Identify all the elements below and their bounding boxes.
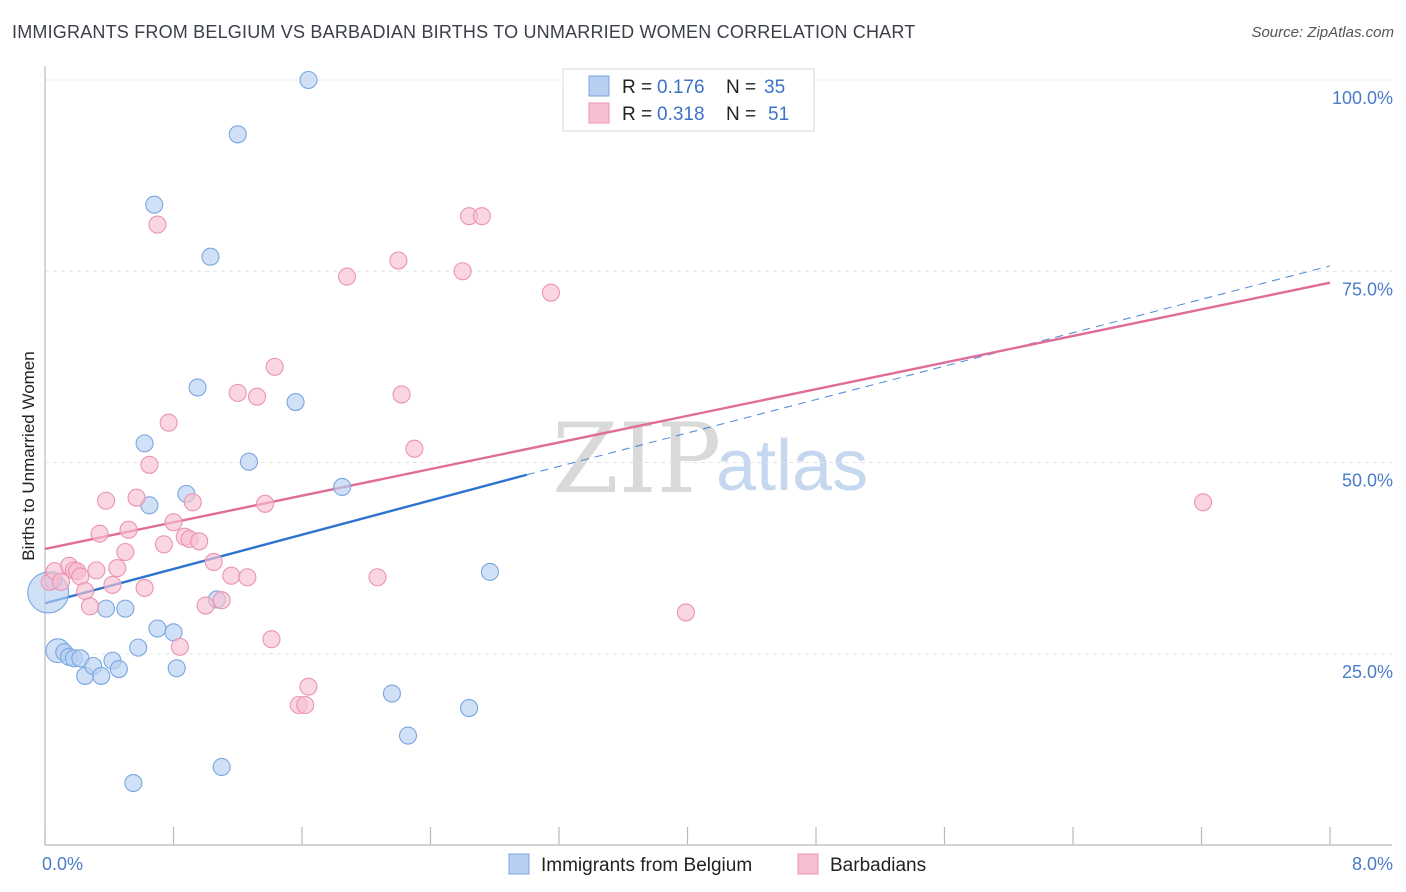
- legend-n-label-1: N =: [726, 77, 756, 98]
- belgium-point-28: [239, 452, 259, 471]
- barbadian-point-21: [159, 413, 178, 432]
- bottom-legend-swatch-blue: [508, 853, 530, 875]
- barbadian-point-41: [337, 267, 357, 286]
- belgium-point-19: [148, 619, 167, 638]
- barbadian-point-27: [190, 532, 209, 551]
- barbadian-point-20: [154, 535, 173, 554]
- barbadian-point-31: [222, 566, 241, 585]
- barbadian-point-13: [108, 559, 127, 578]
- y-tick-label-1: 50.0%: [1342, 471, 1393, 491]
- belgium-point-29: [286, 393, 305, 412]
- legend-r-label-2: R =: [622, 104, 652, 125]
- barbadian-point-26: [183, 493, 202, 512]
- belgium-point-23: [188, 378, 207, 397]
- barbadian-point-44: [392, 385, 411, 404]
- barbadian-point-10: [90, 524, 109, 543]
- barbadian-point-11: [96, 491, 116, 510]
- bottom-legend-swatch-pink: [797, 853, 819, 875]
- bottom-legend-label-blue: Immigrants from Belgium: [541, 855, 752, 876]
- barbadian-point-50: [676, 603, 695, 622]
- belgium-point-13: [116, 599, 135, 618]
- data-points: [27, 70, 1213, 793]
- barbadian-point-30: [212, 591, 231, 610]
- barbadian-point-45: [405, 439, 424, 458]
- belgium-point-26: [212, 757, 231, 777]
- barbadian-point-16: [127, 488, 146, 507]
- legend-n-value-1: 35: [764, 77, 785, 98]
- barbadian-point-8: [80, 597, 100, 616]
- legend-r-label-1: R =: [622, 77, 652, 98]
- barbadian-point-7: [76, 581, 95, 601]
- barbadian-point-46: [453, 262, 472, 281]
- belgium-point-32: [382, 684, 402, 703]
- belgium-point-15: [129, 638, 148, 657]
- barbadian-point-39: [296, 695, 315, 715]
- belgium-point-33: [398, 726, 418, 745]
- barbadian-point-32: [228, 383, 247, 402]
- barbadian-point-18: [140, 455, 159, 474]
- tick-labels: 25.0% 50.0% 75.0% 100.0% 0.0% 8.0%: [42, 88, 1393, 874]
- gridlines: [45, 79, 1392, 655]
- barbadian-point-42: [368, 568, 387, 587]
- belgium-point-27: [228, 125, 247, 144]
- belgium-point-14: [124, 773, 143, 793]
- barbadian-point-36: [262, 630, 281, 649]
- barbadian-point-28: [196, 596, 215, 615]
- legend-r-value-2: 0.318: [657, 104, 705, 125]
- barbadian-point-17: [135, 578, 154, 598]
- chart-title: IMMIGRANTS FROM BELGIUM VS BARBADIAN BIR…: [12, 22, 916, 42]
- barbadian-point-22: [164, 513, 183, 532]
- y-tick-label-3: 100.0%: [1332, 88, 1393, 108]
- belgium-point-18: [145, 195, 164, 214]
- barbadian-point-49: [541, 283, 561, 302]
- y-axis-title: Births to Unmarried Women: [19, 351, 38, 560]
- legend-swatch-blue: [588, 75, 610, 97]
- belgium-trend-extension: [526, 265, 1331, 476]
- legend-n-value-2: 51: [768, 104, 789, 125]
- barbadian-point-48: [472, 207, 491, 226]
- belgium-point-24: [201, 247, 220, 266]
- barbadian-point-35: [256, 494, 275, 513]
- belgium-point-12: [109, 659, 128, 679]
- barbadian-point-43: [389, 251, 408, 270]
- barbadian-point-15: [119, 520, 138, 539]
- watermark: ZIP atlas: [552, 403, 868, 515]
- belgium-point-30: [299, 70, 318, 90]
- belgium-point-34: [459, 699, 479, 718]
- barbadian-point-12: [103, 575, 122, 594]
- barbadian-point-2: [52, 572, 71, 591]
- belgium-trend-line: [44, 473, 528, 605]
- legend-r-value-1: 0.176: [657, 77, 705, 98]
- y-tick-label-2: 75.0%: [1342, 279, 1393, 299]
- x-tick-label-0: 0.0%: [42, 854, 83, 874]
- barbadian-point-40: [299, 677, 318, 696]
- barbadian-point-23: [170, 637, 189, 656]
- legend-swatch-pink: [588, 102, 610, 124]
- bottom-legend-label-pink: Barbadians: [830, 855, 926, 876]
- belgium-point-35: [480, 562, 499, 581]
- watermark-atlas: atlas: [716, 426, 868, 506]
- barbadian-point-33: [238, 568, 257, 587]
- belgium-point-16: [135, 434, 154, 453]
- belgium-point-10: [96, 599, 116, 618]
- axes: [44, 66, 1392, 846]
- barbadian-point-34: [247, 387, 267, 406]
- belgium-point-9: [92, 666, 111, 685]
- barbadian-point-29: [204, 552, 223, 572]
- legend-n-label-2: N =: [726, 104, 756, 125]
- belgium-point-21: [167, 659, 186, 678]
- barbadian-point-19: [148, 215, 167, 234]
- watermark-zip: ZIP: [552, 403, 721, 515]
- belgium-point-31: [333, 477, 352, 497]
- bottom-legend: Immigrants from Belgium Barbadians: [508, 853, 926, 876]
- y-tick-label-0: 25.0%: [1342, 662, 1393, 682]
- barbadian-point-51: [1194, 493, 1213, 512]
- x-tick-label-1: 8.0%: [1352, 854, 1393, 874]
- chart-source: Source: ZipAtlas.com: [1251, 24, 1394, 41]
- barbadian-point-14: [116, 542, 135, 562]
- correlation-legend: R = 0.176 N = 35 R = 0.318 N = 51: [562, 68, 815, 132]
- barbadian-point-9: [87, 561, 106, 580]
- barbadian-point-37: [265, 357, 284, 376]
